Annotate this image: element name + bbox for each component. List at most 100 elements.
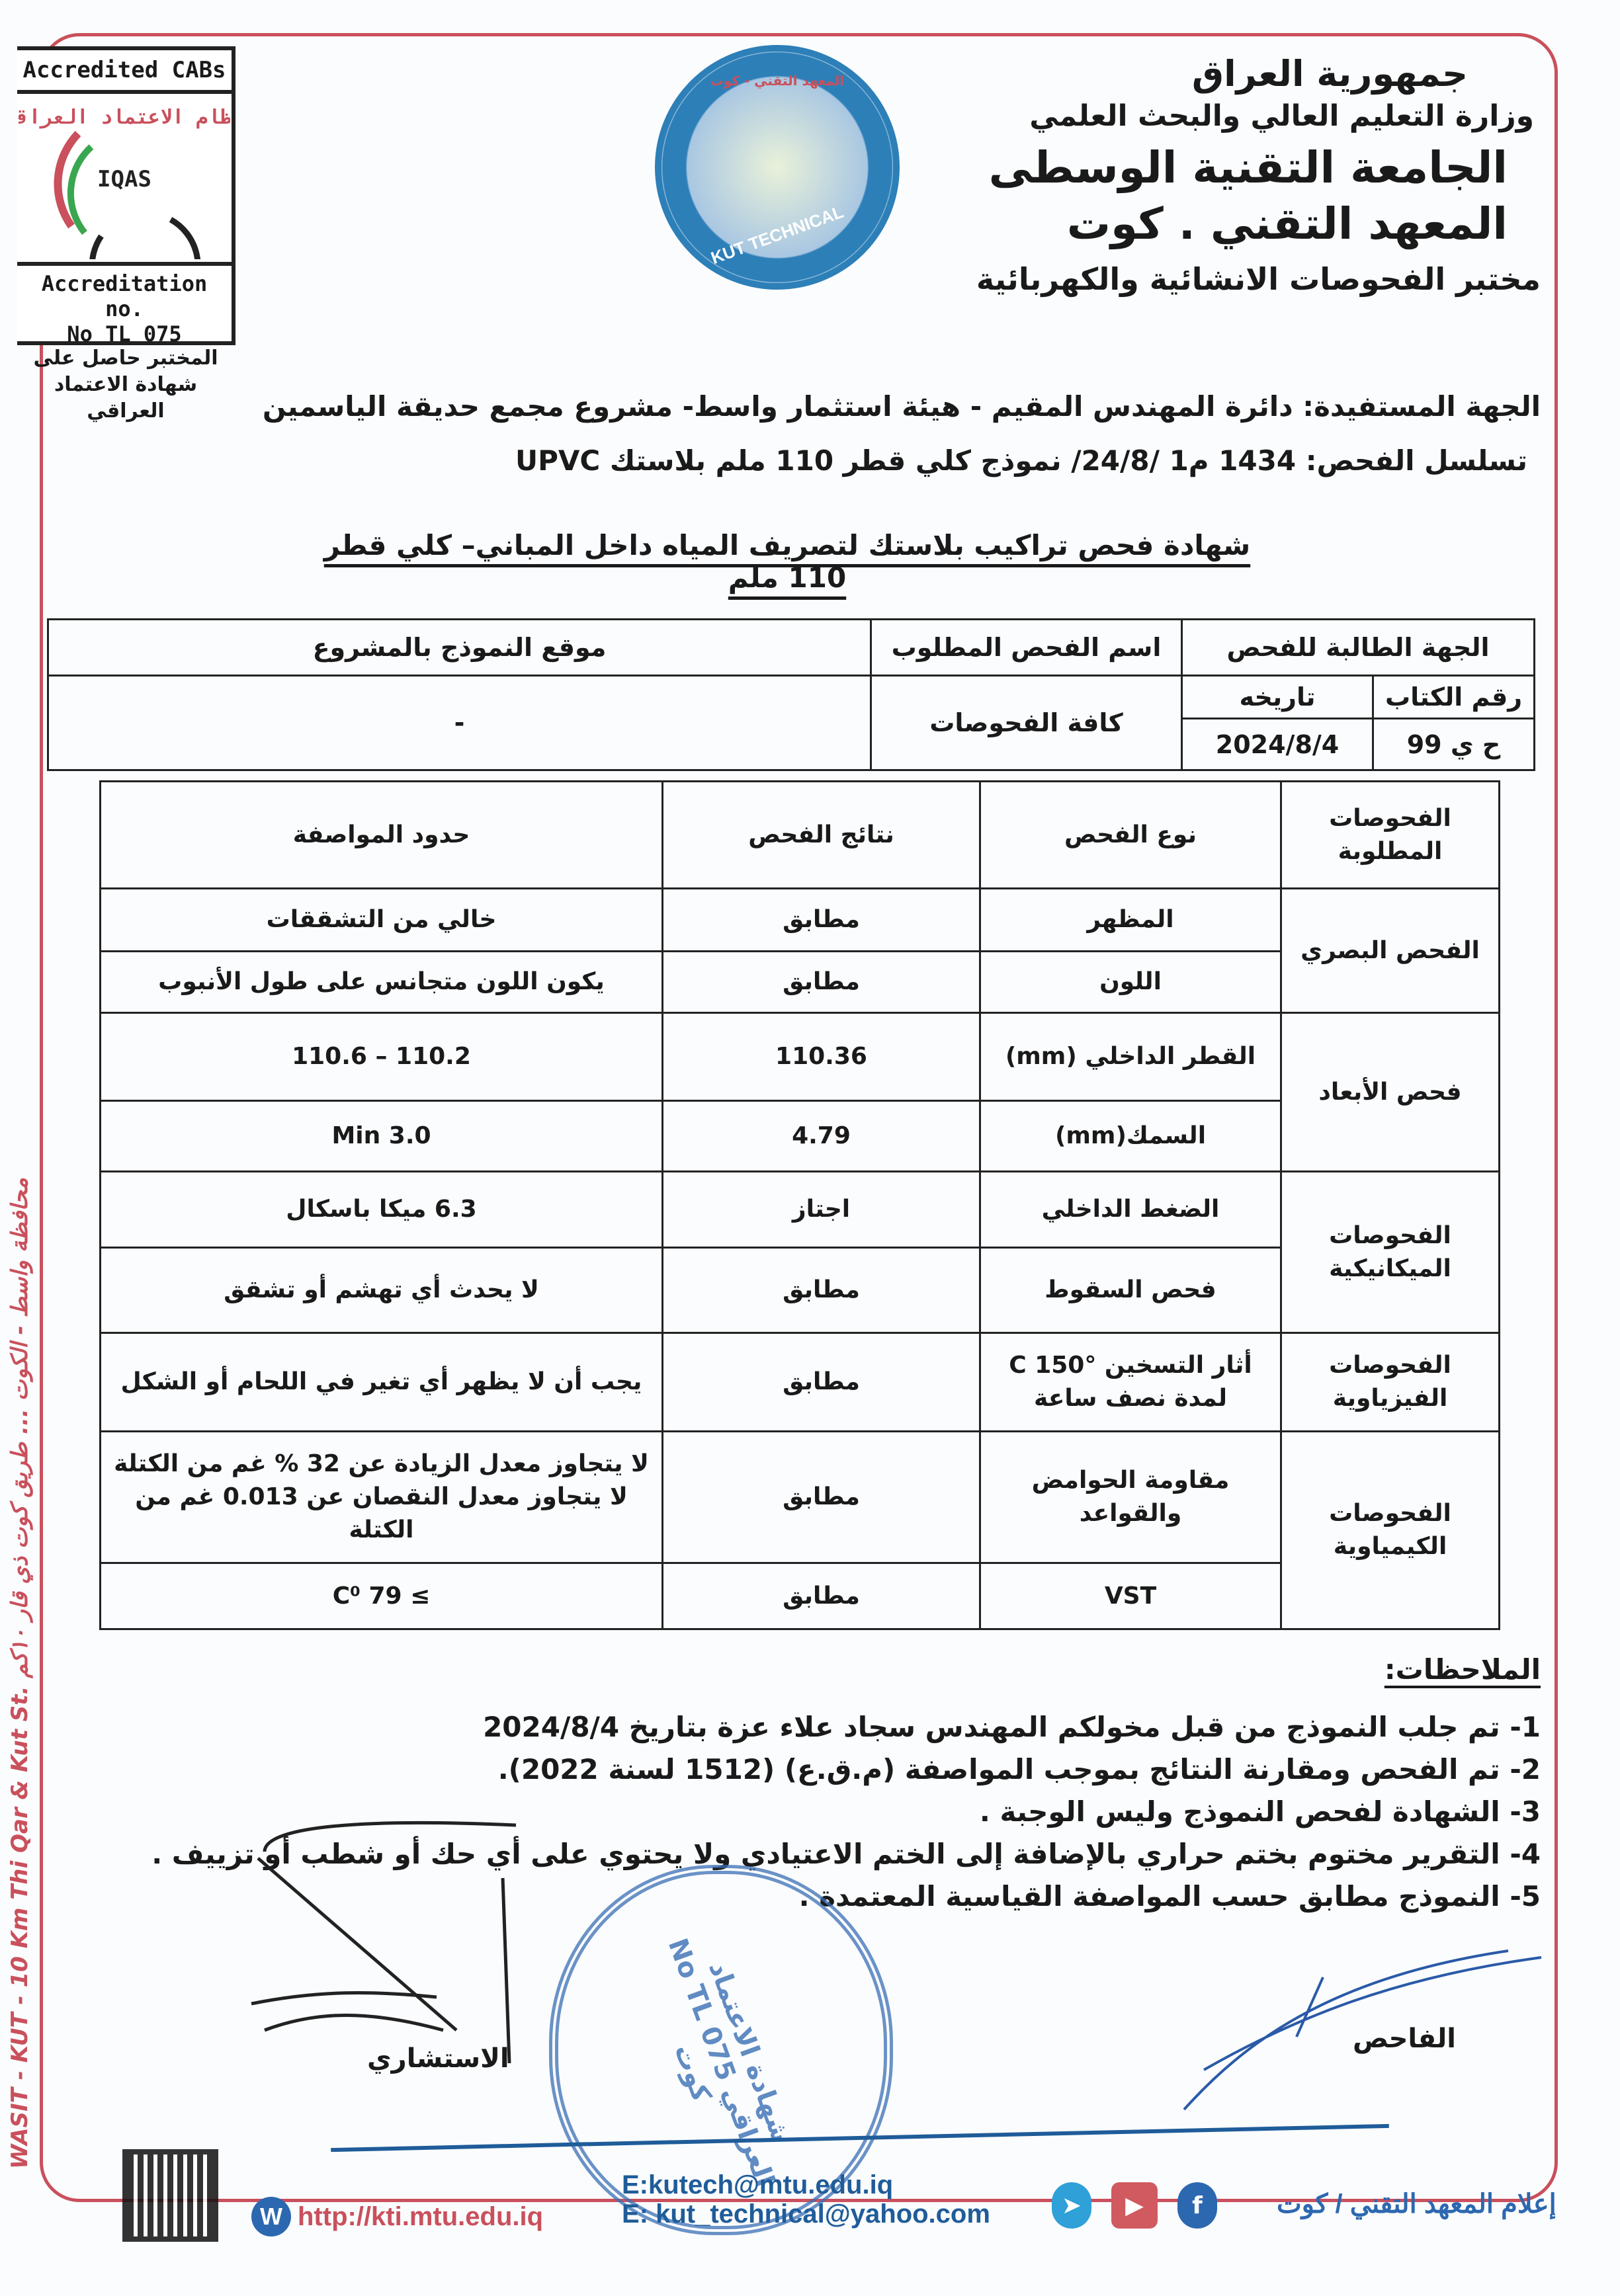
spec-cell: يكون اللون متجانس على طول الأنبوب (99, 950, 663, 1014)
accreditation-number: Accreditation no. No TL 075 (17, 266, 232, 347)
institute-emblem (655, 45, 900, 290)
requester-header: الجهة الطالبة للفحص (1180, 618, 1536, 676)
qr-code-icon (122, 2149, 218, 2242)
column-header: حدود المواصفة (99, 780, 663, 889)
website-link[interactable]: W http://kti.mtu.edu.iq (251, 2197, 543, 2236)
iqas-text: IQAS (97, 166, 151, 192)
type-cell: السمك(mm) (979, 1100, 1282, 1172)
table-row: الفحوصات الفيزياوية أثار التسخين °150 C ل… (99, 1332, 1500, 1432)
header-ministry: وزارة التعليم العالي والبحث العلمي (1029, 99, 1534, 133)
result-cell: مطابق (661, 1247, 981, 1334)
examiner-signature-icon (1183, 1949, 1542, 2111)
sequence-line: تسلسل الفحص: 1434 م1 /24/8/ نموذج كلي قط… (515, 444, 1527, 477)
category-cell: الفحص البصري (1280, 887, 1500, 1014)
accr-no-value: No TL 075 (67, 321, 182, 347)
consultant-signature-icon (251, 1821, 517, 2063)
header-republic: جمهورية العراق (1191, 53, 1468, 95)
result-cell: اجتاز (661, 1170, 981, 1249)
column-header: نوع الفحص (979, 780, 1282, 889)
spec-text: يجب أن لا يظهر أي تغير في اللحام أو الشك… (120, 1368, 642, 1395)
note-item: 2- تم الفحص ومقارنة النتائج بموجب المواص… (497, 1753, 1541, 1785)
header-university: الجامعة التقنية الوسطى (988, 142, 1508, 193)
consultant-label: الاستشاري (367, 2043, 509, 2074)
category-cell: الفحوصات الميكانيكية (1280, 1170, 1500, 1334)
examiner-label: الفاحص (1353, 2024, 1456, 2054)
type-cell: مقاومة الحوامض والقواعد (979, 1430, 1282, 1564)
type-cell: VST (979, 1562, 1282, 1630)
spec-cell: ≥ 79 C⁰ (99, 1562, 663, 1630)
table-row: VST مطابق ≥ 79 C⁰ (99, 1562, 1500, 1630)
notes-list: 1- تم جلب النموذج من قبل مخولكم المهندس … (151, 1706, 1541, 1918)
note-line-1: المختبر حاصل على (33, 347, 218, 370)
spec-cell: 110.2 – 110.6 (99, 1012, 663, 1102)
spec-text: لا يتجاوز معدل الزيادة عن 32 % غم من الك… (114, 1450, 649, 1477)
results-table: الفحوصات المطلوبة نوع الفحص نتائج الفحص حدو… (99, 780, 1500, 1630)
accredited-cabs-label: Accredited CABs (17, 50, 232, 94)
iqas-arabic: نظام الاعتماد العراقي (19, 106, 230, 130)
social-icons: ➤ ▶ f (1052, 2182, 1217, 2229)
type-cell: أثار التسخين °150 C لمدة نصف ساعة (979, 1332, 1282, 1432)
result-cell: مطابق (661, 1562, 981, 1630)
accreditation-box: Accredited CABs IQAS نظام الاعتماد العرا… (3, 46, 244, 347)
category-cell: الفحوصات الفيزياوية (1280, 1332, 1500, 1432)
note-item: 1- تم جلب النموذج من قبل مخولكم المهندس … (483, 1711, 1541, 1743)
wordpress-icon: W (251, 2197, 291, 2236)
type-cell: فحص السقوط (979, 1247, 1282, 1334)
telegram-icon[interactable]: ➤ (1052, 2182, 1091, 2229)
spec-cell: لا يحدث أي تهشم أو تشقق (99, 1247, 663, 1334)
location-value: - (47, 675, 872, 771)
spec-cell: يجب أن لا يظهر أي تغير في اللحام أو الشك… (99, 1332, 663, 1432)
type-cell: المظهر (979, 887, 1282, 952)
category-cell: الفحوصات الكيمياوية (1280, 1430, 1500, 1630)
spec-text: ≥ 79 C⁰ (332, 1582, 431, 1610)
table-row: السمك(mm) 4.79 Min 3.0 (99, 1100, 1500, 1172)
header-lab: مختبر الفحوصات الانشائية والكهربائية (976, 261, 1541, 297)
type-cell: الضغط الداخلي (979, 1170, 1282, 1249)
iqas-logo: IQAS نظام الاعتماد العراقي (3, 94, 244, 322)
youtube-icon[interactable]: ▶ (1111, 2182, 1158, 2229)
accr-no-label: Accreditation no. (41, 271, 208, 321)
facebook-icon[interactable]: f (1177, 2182, 1217, 2229)
spec-text: Min 3.0 (331, 1122, 431, 1149)
note-item: 5- النموذج مطابق حسب المواصفة القياسية ا… (798, 1880, 1541, 1912)
spec-text: يكون اللون متجانس على طول الأنبوب (158, 968, 605, 995)
website-text[interactable]: http://kti.mtu.edu.iq (298, 2201, 544, 2231)
spec-cell: Min 3.0 (99, 1100, 663, 1172)
certificate-title: شهادة فحص تراكيب بلاستك لتصريف المياه دا… (323, 529, 1251, 594)
test-name-value: كافة الفحوصات (870, 675, 1183, 771)
type-cell: القطر الداخلي (mm) (979, 1012, 1282, 1102)
emails: E:kutech@mtu.edu.iq E: kut_technical@yah… (622, 2170, 990, 2229)
table-row: الفحوصات الكيمياوية مقاومة الحوامض والقوا… (99, 1430, 1500, 1630)
result-cell: مطابق (661, 1430, 981, 1564)
note-item: 3- الشهادة لفحص النموذج وليس الوجبة . (979, 1795, 1541, 1828)
beneficiary-line: الجهة المستفيدة: دائرة المهندس المقيم - … (262, 390, 1541, 423)
result-cell: مطابق (661, 950, 981, 1014)
note-line-2: شهادة الاعتماد العراقي (54, 373, 198, 423)
notes-heading: الملاحظات: (1384, 1653, 1541, 1686)
column-header: نتائج الفحص (661, 780, 981, 889)
table-row: الفحوصات الميكانيكية الضغط الداخلي اجتاز 6.… (99, 1170, 1500, 1334)
table-row: فحص الأبعاد القطر الداخلي (mm) 110.36 110.2… (99, 1012, 1500, 1172)
spec-text: 110.2 – 110.6 (292, 1043, 471, 1070)
test-name-header: اسم الفحص المطلوب (870, 618, 1183, 676)
spec-cell: 6.3 ميكا باسكال (99, 1170, 663, 1249)
spec-cell: لا يتجاوز معدل الزيادة عن 32 % غم من الك… (99, 1430, 663, 1564)
email-1[interactable]: E:kutech@mtu.edu.iq (622, 2170, 894, 2199)
spec-text: 6.3 ميكا باسكال (286, 1196, 477, 1223)
header-row: الفحوصات المطلوبة نوع الفحص نتائج الفحص حدو… (99, 780, 1500, 889)
iqas-logo-icon: IQAS نظام الاعتماد العراقي (3, 106, 244, 322)
result-cell: 4.79 (661, 1100, 981, 1172)
table-row: فحص السقوط مطابق لا يحدث أي تهشم أو تشقق (99, 1247, 1500, 1334)
column-header: الفحوصات المطلوبة (1280, 780, 1500, 889)
result-cell: 110.36 (661, 1012, 981, 1102)
email-2[interactable]: E: kut_technical@yahoo.com (622, 2199, 990, 2229)
emblem-arabic: المعهد التقني - كوت (710, 73, 845, 89)
spec-cell: خالي من التشققات (99, 887, 663, 952)
type-cell: اللون (979, 950, 1282, 1014)
letter-no-header: رقم الكتاب (1372, 675, 1536, 719)
lab-accreditation-note: المختبر حاصل على شهادة الاعتماد العراقي (20, 345, 232, 425)
letter-no-value: ح ي 99 (1372, 718, 1536, 771)
spec-text: خالي من التشققات (266, 906, 497, 933)
date-value: 2024/8/4 (1180, 718, 1375, 771)
date-header: تاريخه (1180, 675, 1375, 719)
